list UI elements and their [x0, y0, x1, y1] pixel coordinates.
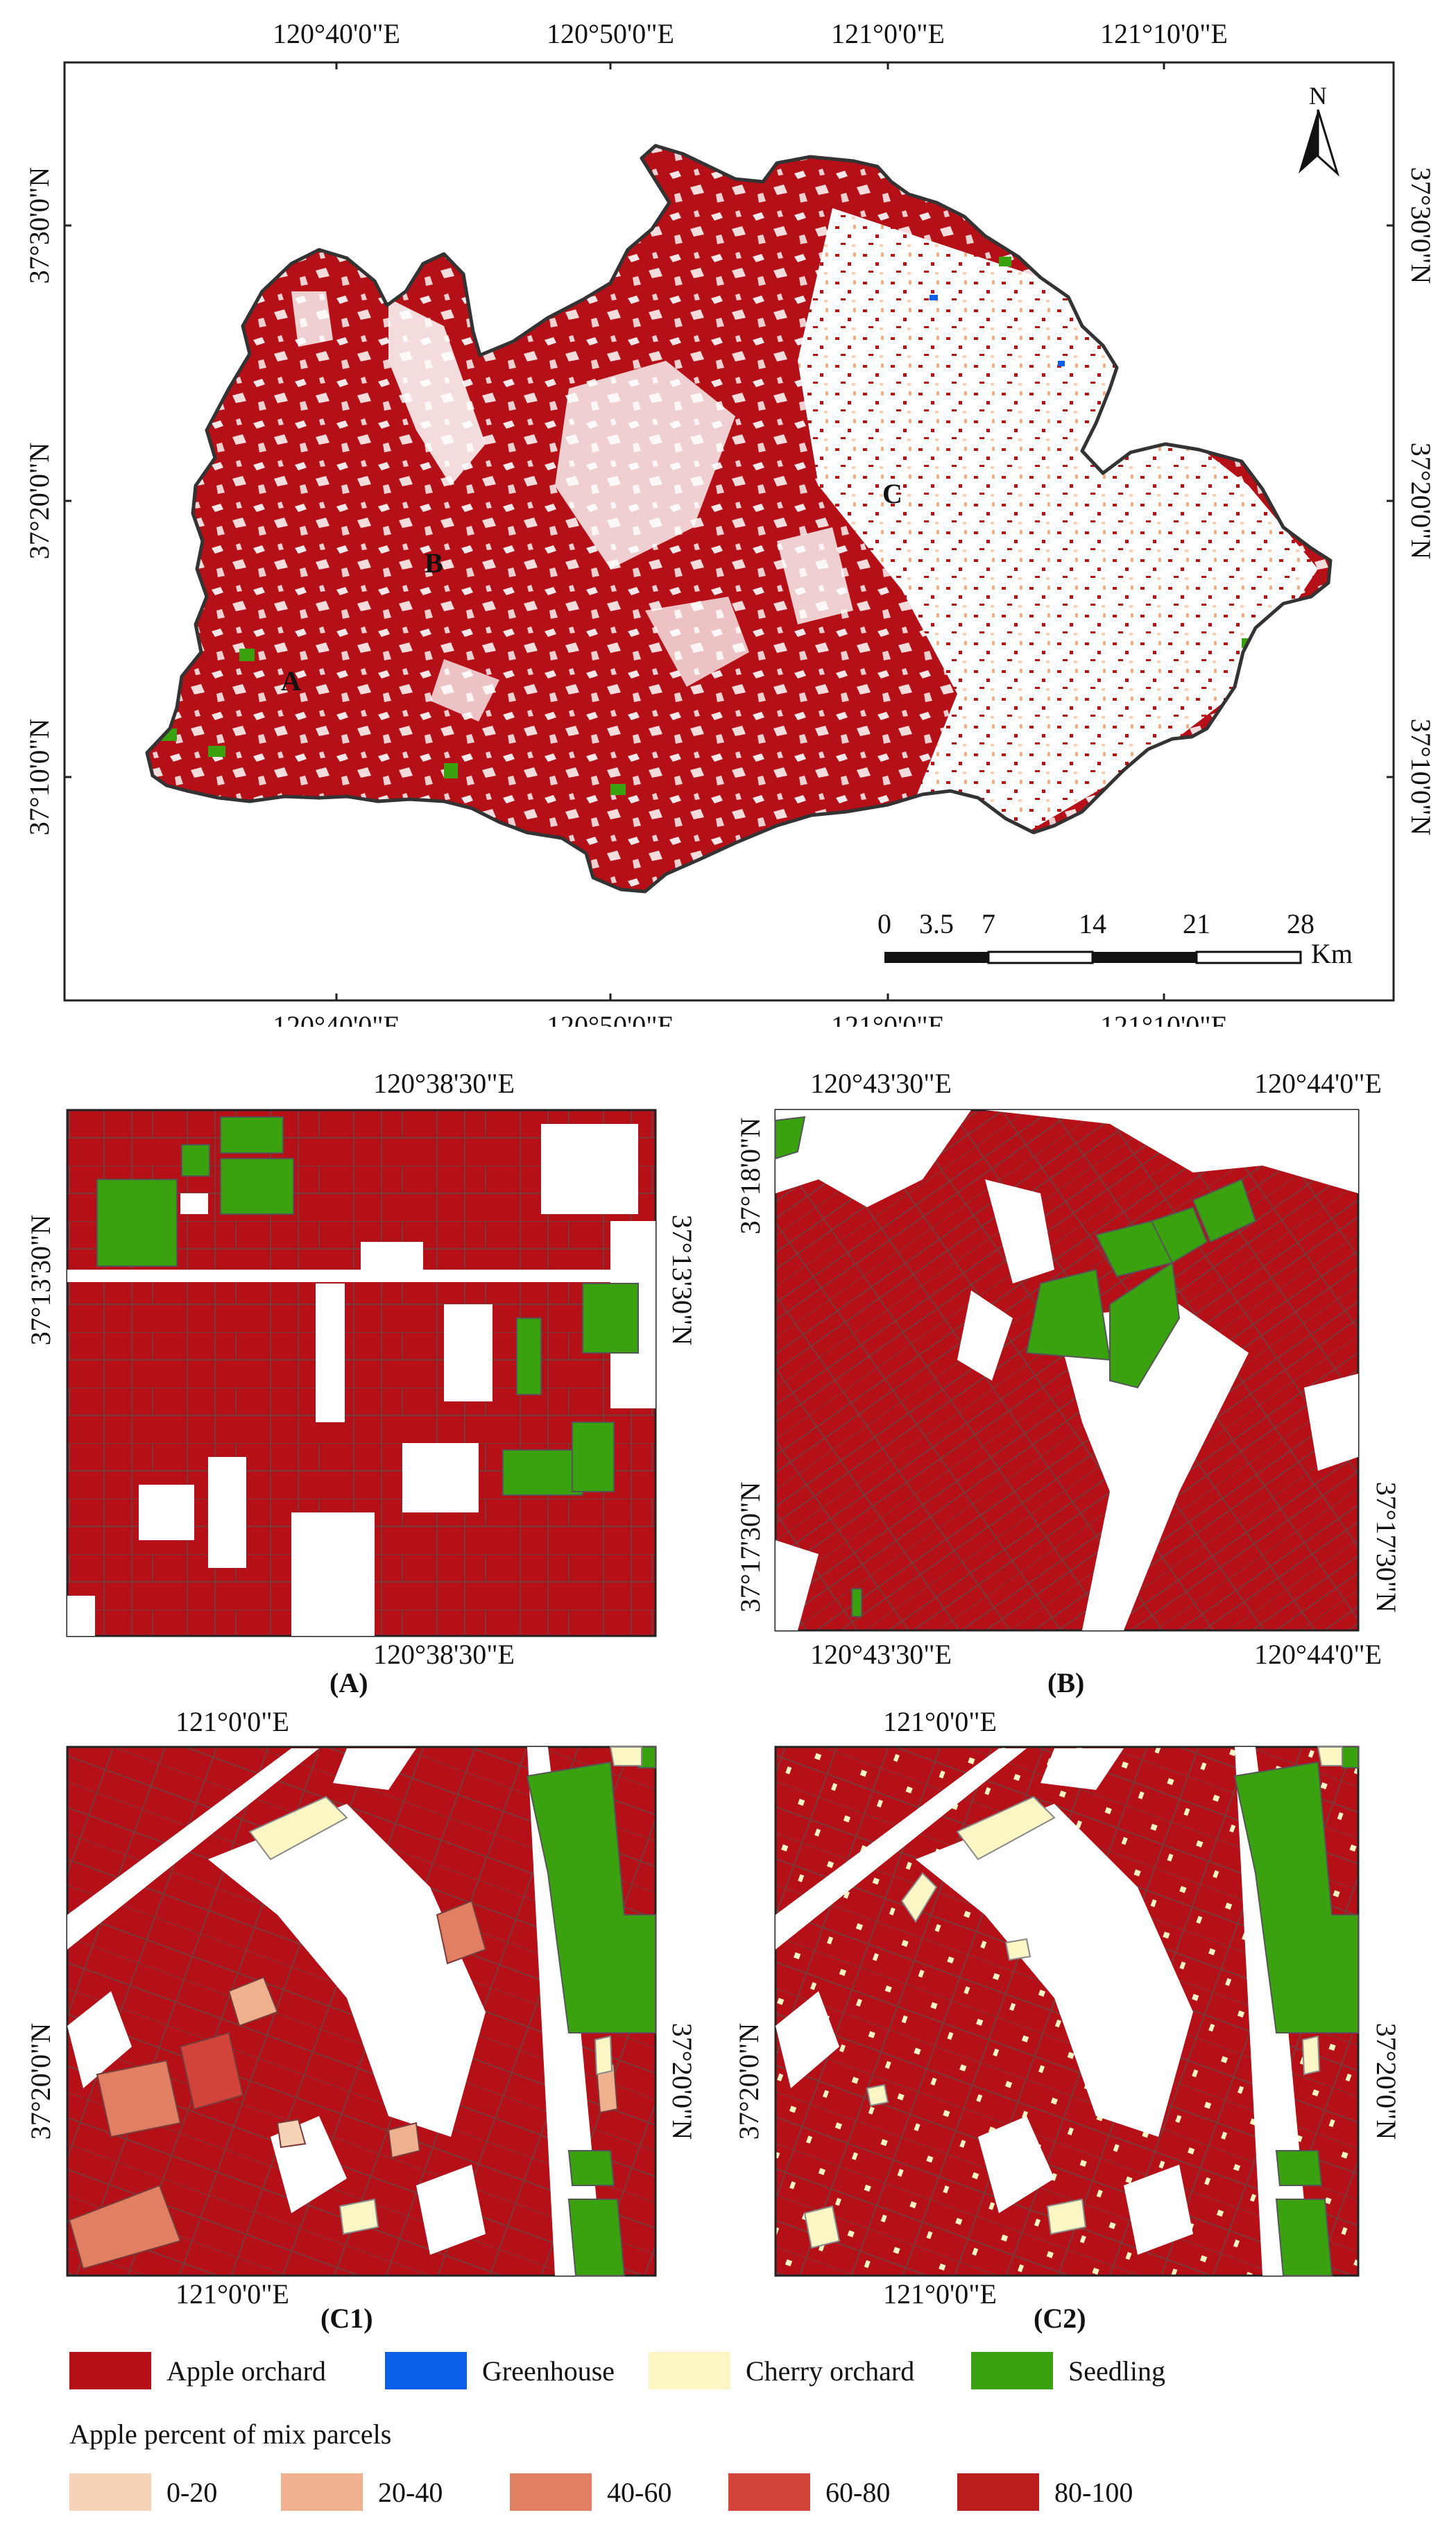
panel-b-gaps: [776, 1110, 1358, 1630]
panel-c1-lon-top: 121°0'0"E: [175, 1707, 289, 1737]
panel-c2-lon-bottom: 121°0'0"E: [883, 2278, 997, 2310]
panel-b-lat-right-2: 37°17'30"N: [1371, 1482, 1402, 1612]
lon-label-top-4: 121°10'0"E: [1100, 18, 1228, 49]
panel-c1-lon-bottom: 121°0'0"E: [175, 2278, 289, 2310]
legend-label-cherry-orchard: Cherry orchard: [746, 2355, 915, 2387]
panel-c1-mix-parcels: [68, 1900, 619, 2270]
panel-b-seedlings: [775, 1116, 1257, 1617]
panel-b-lon-bottom-1: 120°43'30"E: [810, 1639, 952, 1665]
panel-c2-caption: (C2): [1034, 2303, 1086, 2334]
legend-item-mix-60-80: 60-80: [728, 2473, 890, 2511]
lon-label-bottom-2: 120°50'0"E: [547, 1010, 674, 1027]
panel-c2-seedlings: [1233, 1746, 1359, 2276]
lat-label-right-1: 37°30'0"N: [1405, 167, 1437, 284]
graticule-ticks: [65, 62, 1394, 1000]
legend-swatch-greenhouse: [385, 2352, 467, 2389]
county-boundary: [145, 144, 1333, 894]
site-label-c: C: [882, 478, 902, 509]
legend-item-apple-orchard: Apple orchard: [69, 2352, 326, 2389]
legend-mix-title: Apple percent of mix parcels: [69, 2419, 392, 2450]
legend-item-mix-80-100: 80-100: [957, 2473, 1133, 2511]
site-label-b: B: [425, 547, 443, 579]
panel-c2-cherry: [803, 1746, 1343, 2249]
legend-swatch-mix-20-40: [281, 2473, 363, 2511]
north-arrow-icon: N: [1299, 82, 1339, 177]
panel-b: 120°43'30"E 120°44'0"E 120°43'30"E 120°4…: [735, 1068, 1402, 1665]
panel-c2-lat-right: 37°20'0"N: [1371, 2023, 1402, 2140]
panel-a-lon-bottom: 120°38'30"E: [373, 1639, 515, 1665]
scale-tick-2: 7: [982, 908, 995, 939]
panel-a: 120°38'30"E 120°38'30"E 37°13'30"N 37°13…: [25, 1068, 698, 1665]
scale-bar: 0 3.5 7 14 21 28 Km: [877, 908, 1353, 969]
panel-b-lon-top-1: 120°43'30"E: [810, 1068, 952, 1099]
panel-c2-lat-left: 37°20'0"N: [733, 2023, 764, 2140]
scale-tick-4: 21: [1183, 908, 1210, 939]
legend-swatch-mix-60-80: [728, 2473, 810, 2511]
legend-item-mix-0-20: 0-20: [69, 2473, 217, 2511]
legend-swatch-mix-80-100: [957, 2473, 1039, 2511]
legend-label-seedling: Seedling: [1068, 2355, 1165, 2387]
scale-unit: Km: [1311, 938, 1353, 969]
panel-c1-cherry: [248, 1746, 642, 2235]
panel-c1-lat-right: 37°20'0"N: [667, 2023, 698, 2140]
panel-b-lat-left-2: 37°17'30"N: [735, 1482, 766, 1612]
lat-label-left-2: 37°20'0"N: [24, 443, 55, 559]
legend-swatch-apple-orchard: [69, 2352, 151, 2389]
legend-swatch-cherry-orchard: [649, 2352, 730, 2389]
lon-label-bottom-1: 120°40'0"E: [273, 1010, 400, 1027]
panel-b-lon-bottom-2: 120°44'0"E: [1254, 1639, 1382, 1665]
scale-tick-3: 14: [1079, 908, 1106, 939]
lon-label-top-1: 120°40'0"E: [273, 18, 400, 49]
lat-label-left-3: 37°10'0"N: [24, 719, 55, 835]
legend-label-greenhouse: Greenhouse: [482, 2355, 615, 2387]
panel-c1-seedlings: [526, 1746, 656, 2276]
legend-item-mix-40-60: 40-60: [510, 2473, 671, 2511]
legend-label-mix-40-60: 40-60: [607, 2476, 672, 2508]
legend: Apple orchard Greenhouse Cherry orchard …: [0, 2352, 1456, 2533]
panel-c1: 121°0'0"E 121°0'0"E 37°20'0"N 37°20'0"N: [25, 1707, 698, 2310]
legend-label-apple-orchard: Apple orchard: [166, 2355, 326, 2387]
main-map: 120°40'0"E 120°50'0"E 121°0'0"E 121°10'0…: [24, 18, 1437, 1027]
panel-c2: 121°0'0"E 121°0'0"E 37°20'0"N 37°20'0"N: [733, 1707, 1402, 2310]
lon-label-top-3: 121°0'0"E: [831, 18, 945, 49]
legend-swatch-mix-0-20: [69, 2473, 151, 2511]
north-label: N: [1309, 82, 1327, 110]
lat-label-left-1: 37°30'0"N: [24, 167, 55, 284]
panel-a-seedlings: [96, 1116, 639, 1496]
panel-b-lat-left-1: 37°18'0"N: [735, 1118, 766, 1234]
legend-item-seedling: Seedling: [971, 2352, 1165, 2389]
legend-label-mix-60-80: 60-80: [825, 2476, 891, 2508]
lat-label-right-3: 37°10'0"N: [1405, 719, 1437, 835]
legend-item-greenhouse: Greenhouse: [385, 2352, 615, 2389]
panel-b-lon-top-2: 120°44'0"E: [1254, 1068, 1382, 1099]
legend-item-mix-20-40: 20-40: [281, 2473, 443, 2511]
legend-label-mix-0-20: 0-20: [166, 2476, 218, 2508]
panel-c1-lat-left: 37°20'0"N: [25, 2023, 56, 2140]
scale-tick-1: 3.5: [919, 908, 954, 939]
legend-label-mix-20-40: 20-40: [378, 2476, 443, 2508]
panel-a-lat-right: 37°13'30"N: [667, 1215, 698, 1345]
site-label-a: A: [281, 665, 301, 697]
scale-tick-0: 0: [877, 908, 891, 939]
panel-c2-lon-top: 121°0'0"E: [883, 1707, 997, 1737]
lon-label-top-2: 120°50'0"E: [547, 18, 674, 49]
scale-tick-5: 28: [1287, 908, 1314, 939]
legend-swatch-mix-40-60: [510, 2473, 592, 2511]
legend-label-mix-80-100: 80-100: [1054, 2476, 1133, 2508]
panel-a-caption: (A): [329, 1667, 368, 1698]
lon-label-bottom-3: 121°0'0"E: [831, 1010, 945, 1027]
lon-label-bottom-4: 121°10'0"E: [1100, 1010, 1228, 1027]
legend-swatch-seedling: [971, 2352, 1053, 2389]
legend-item-cherry-orchard: Cherry orchard: [649, 2352, 914, 2389]
panel-a-lon-top: 120°38'30"E: [373, 1068, 515, 1099]
lat-label-right-2: 37°20'0"N: [1405, 443, 1437, 559]
panel-b-caption: (B): [1047, 1667, 1085, 1698]
panel-a-gaps: [67, 1124, 656, 1636]
panel-c1-caption: (C1): [320, 2303, 373, 2334]
panel-a-lat-left: 37°13'30"N: [25, 1215, 56, 1345]
